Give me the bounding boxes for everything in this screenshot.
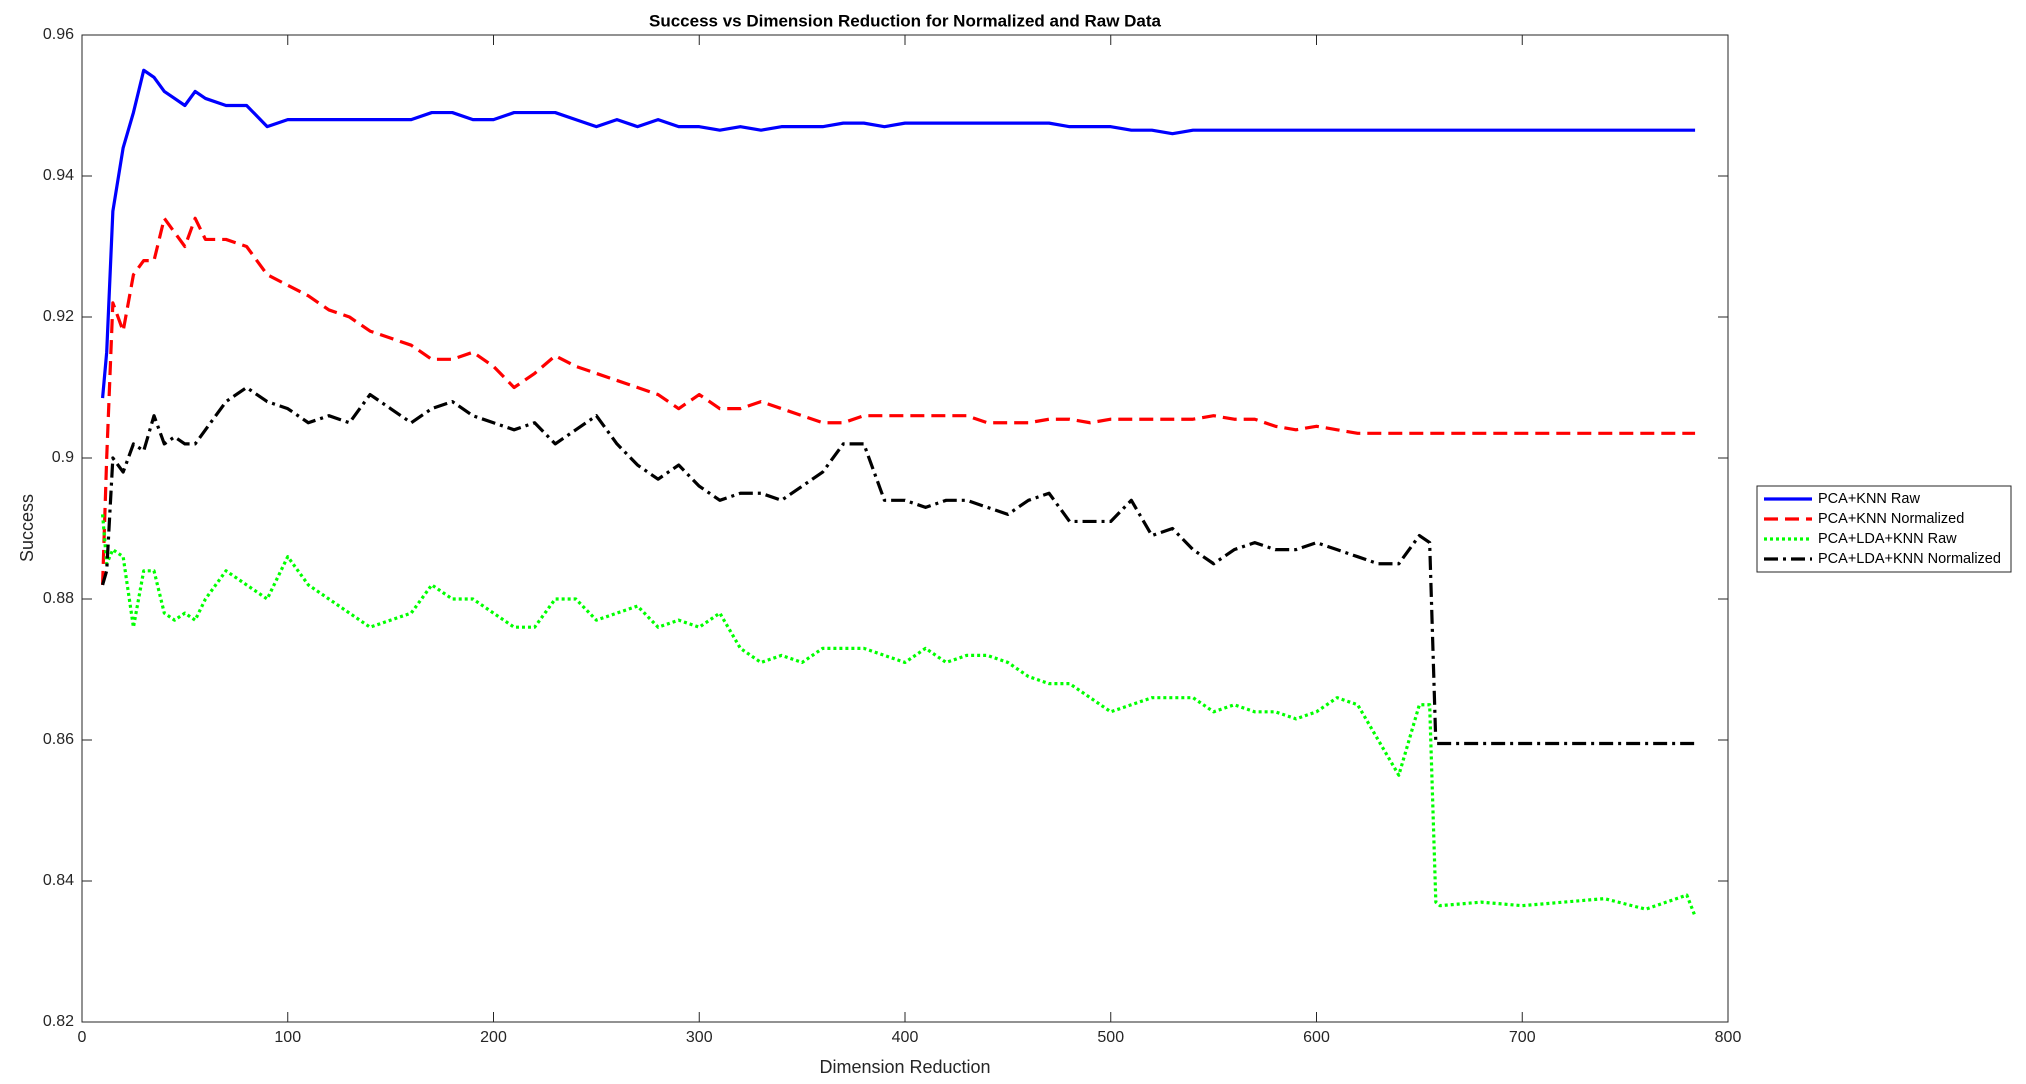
plot-area — [81, 34, 1729, 1023]
y-tick-label: 0.84 — [43, 872, 74, 889]
series-line — [100, 216, 1696, 585]
legend-label: PCA+KNN Raw — [1818, 491, 1920, 507]
y-tick-label: 0.94 — [43, 167, 74, 184]
y-tick-label: 0.86 — [43, 731, 74, 748]
x-tick-label: 200 — [480, 1029, 507, 1046]
x-tick-label: 0 — [78, 1029, 87, 1046]
y-tick-label: 0.9 — [52, 449, 74, 466]
series-line — [100, 514, 1697, 917]
y-tick-label: 0.82 — [43, 1013, 74, 1030]
x-axis-label: Dimension Reduction — [819, 1057, 990, 1077]
x-tick-label: 100 — [274, 1029, 301, 1046]
legend-label: PCA+KNN Normalized — [1818, 511, 1964, 527]
y-tick-label: 0.88 — [43, 590, 74, 607]
x-tick-label: 600 — [1303, 1029, 1330, 1046]
x-tick-label: 500 — [1097, 1029, 1124, 1046]
x-tick-label: 400 — [892, 1029, 919, 1046]
x-tick-label: 800 — [1715, 1029, 1742, 1046]
x-tick-label: 300 — [686, 1029, 713, 1046]
series-line — [100, 68, 1696, 399]
legend-label: PCA+LDA+KNN Normalized — [1818, 551, 2001, 567]
y-tick-label: 0.96 — [43, 26, 74, 43]
y-tick-label: 0.92 — [43, 308, 74, 325]
legend-label: PCA+LDA+KNN Raw — [1818, 531, 1957, 547]
y-axis-label: Success — [17, 494, 37, 562]
x-tick-label: 700 — [1509, 1029, 1536, 1046]
chart-title: Success vs Dimension Reduction for Norma… — [649, 11, 1162, 30]
